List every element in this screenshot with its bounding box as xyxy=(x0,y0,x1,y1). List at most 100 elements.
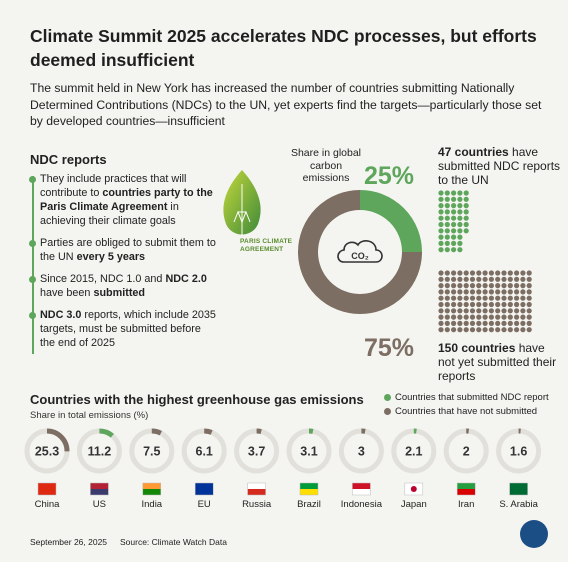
bullet-bold: countries party to the Paris Climate Agr… xyxy=(40,187,213,213)
footer-date: September 26, 2025 xyxy=(30,537,108,547)
waffle-dot-not-submitted xyxy=(438,276,444,282)
waffle-dot-not-submitted xyxy=(451,308,457,314)
waffle-dot-submitted xyxy=(451,240,457,246)
waffle-dot-not-submitted xyxy=(501,289,507,295)
donut-slice-not-submitted xyxy=(298,190,422,314)
waffle-dot-not-submitted xyxy=(507,320,513,326)
ndc-bullet: They include practices that will contrib… xyxy=(28,172,218,228)
waffle-dot-not-submitted xyxy=(488,327,494,333)
legend-dot-not-submitted xyxy=(384,408,391,415)
waffle-dot-not-submitted xyxy=(514,276,520,282)
ring-value-arc xyxy=(99,428,114,438)
waffle-dot-not-submitted xyxy=(520,320,526,326)
svg-text:CO₂: CO₂ xyxy=(351,251,369,261)
ndc-bullet: Since 2015, NDC 1.0 and NDC 2.0 have bee… xyxy=(28,272,218,300)
waffle-dot-not-submitted xyxy=(495,301,501,308)
bullet-bold: NDC 3.0 xyxy=(40,309,82,321)
bullet-dot xyxy=(29,312,36,319)
waffle-dot-not-submitted xyxy=(482,314,488,320)
waffle-dot-not-submitted xyxy=(520,270,526,276)
waffle-dot-not-submitted xyxy=(507,276,513,282)
waffle-dot-not-submitted xyxy=(463,314,469,320)
waffle-dot-not-submitted xyxy=(495,283,501,289)
country-name: China xyxy=(34,499,60,510)
waffle-dot-not-submitted xyxy=(438,327,444,333)
flag-icon xyxy=(352,482,371,496)
waffle-dot-submitted xyxy=(451,190,457,196)
waffle-dot-not-submitted xyxy=(457,308,463,314)
bullet-text: They include practices that will contrib… xyxy=(40,173,187,199)
waffle-dot-not-submitted xyxy=(514,283,520,289)
waffle-dot-not-submitted xyxy=(438,308,444,314)
waffle-dot-submitted xyxy=(444,196,450,202)
waffle-dot-not-submitted xyxy=(520,276,526,282)
waffle-dot-submitted xyxy=(451,203,457,209)
ring-value-label: 1.6 xyxy=(510,445,527,459)
waffle-dot-not-submitted xyxy=(526,295,532,301)
waffle-dot-not-submitted xyxy=(520,314,526,320)
waffle-dot-not-submitted xyxy=(457,283,463,289)
waffle-dot-not-submitted xyxy=(457,301,463,308)
flag-icon xyxy=(37,482,57,496)
waffle-dot-not-submitted xyxy=(457,320,463,326)
waffle-dot-not-submitted xyxy=(501,283,507,289)
waffle-dot-submitted xyxy=(451,209,457,215)
not-submitted-waffle xyxy=(438,270,532,333)
waffle-dot-not-submitted xyxy=(507,308,513,314)
waffle-dot-not-submitted xyxy=(488,308,494,314)
emissions-subheading: Share in total emissions (%) xyxy=(30,410,149,421)
waffle-dot-not-submitted xyxy=(463,308,469,314)
waffle-dot-submitted xyxy=(463,190,469,196)
waffle-dot-not-submitted xyxy=(514,295,520,301)
emissions-share-donut: CO₂ xyxy=(298,190,422,314)
waffle-dot-submitted xyxy=(451,234,457,240)
waffle-dot-not-submitted xyxy=(463,289,469,295)
waffle-dot-not-submitted xyxy=(451,295,457,301)
footer-source: Source: Climate Watch Data xyxy=(120,537,227,547)
waffle-dot-not-submitted xyxy=(488,301,494,308)
country-name: Japan xyxy=(400,499,427,510)
submitted-pct: 25% xyxy=(364,162,415,190)
waffle-dot-not-submitted xyxy=(520,283,526,289)
waffle-dot-submitted xyxy=(457,234,463,240)
waffle-dot-not-submitted xyxy=(451,283,457,289)
waffle-dot-not-submitted xyxy=(482,320,488,326)
country-name: US xyxy=(92,499,106,510)
waffle-dot-submitted xyxy=(438,209,444,215)
waffle-dot-not-submitted xyxy=(495,308,501,314)
waffle-dot-not-submitted xyxy=(438,301,444,308)
waffle-dot-not-submitted xyxy=(514,301,520,308)
waffle-dot-not-submitted xyxy=(469,314,476,320)
not-submitted-count-rest: have not yet submitted their reports xyxy=(438,341,557,383)
waffle-dot-not-submitted xyxy=(469,276,476,282)
waffle-dot-submitted xyxy=(444,240,450,246)
waffle-dot-submitted xyxy=(444,209,450,215)
waffle-dot-not-submitted xyxy=(501,276,507,282)
bullet-dot xyxy=(29,176,36,183)
waffle-dot-not-submitted xyxy=(451,327,457,333)
waffle-dot-submitted xyxy=(463,215,469,221)
waffle-dot-not-submitted xyxy=(457,276,463,282)
waffle-dot-not-submitted xyxy=(469,301,476,308)
waffle-dot-submitted xyxy=(438,196,444,202)
waffle-dot-not-submitted xyxy=(507,270,513,276)
waffle-dot-not-submitted xyxy=(526,314,532,320)
country-name: Iran xyxy=(458,499,475,510)
waffle-dot-submitted xyxy=(438,215,444,221)
waffle-dot-not-submitted xyxy=(526,283,532,289)
waffle-dot-not-submitted xyxy=(488,289,494,295)
waffle-dot-not-submitted xyxy=(463,283,469,289)
country-name: Indonesia xyxy=(340,499,382,510)
waffle-dot-not-submitted xyxy=(501,301,507,308)
waffle-dot-not-submitted xyxy=(514,327,520,333)
bullet-text: Since 2015, NDC 1.0 and xyxy=(40,273,166,285)
waffle-dot-submitted xyxy=(457,190,463,196)
waffle-dot-not-submitted xyxy=(495,314,501,320)
waffle-dot-not-submitted xyxy=(514,320,520,326)
waffle-dot-submitted xyxy=(451,215,457,221)
waffle-dot-not-submitted xyxy=(488,270,494,276)
ring-value-label: 6.1 xyxy=(196,445,213,459)
waffle-dot-not-submitted xyxy=(482,301,488,308)
ring-value-label: 3.7 xyxy=(248,445,265,459)
waffle-dot-not-submitted xyxy=(444,327,450,333)
